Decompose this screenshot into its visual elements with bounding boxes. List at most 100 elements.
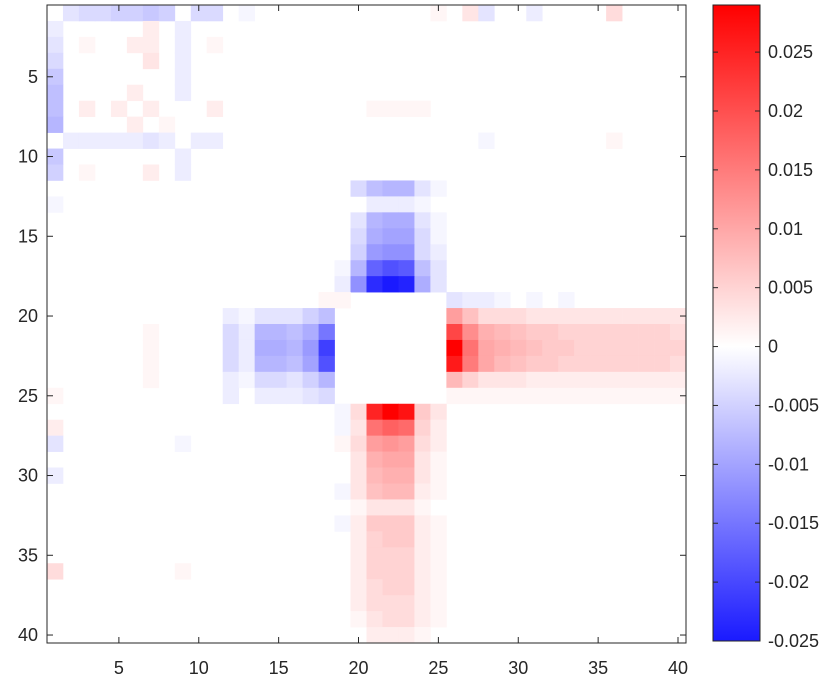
heatmap-cell [398, 547, 415, 564]
heatmap-cell [47, 84, 64, 102]
heatmap-cell [526, 339, 543, 357]
heatmap-cell [350, 276, 367, 293]
heatmap-cell [366, 100, 383, 117]
heatmap-cell [414, 547, 431, 564]
heatmap-cell [350, 483, 367, 500]
heatmap-cell [190, 5, 208, 22]
heatmap-cell [366, 611, 383, 628]
heatmap-cell [350, 547, 367, 564]
heatmap-cell [142, 324, 160, 341]
x-tick-label: 25 [428, 658, 448, 678]
heatmap-cell [318, 292, 335, 309]
heatmap-cell [430, 531, 447, 548]
heatmap-cell [366, 579, 383, 596]
heatmap-cell [382, 276, 399, 293]
heatmap-cell [494, 371, 511, 389]
heatmap-cell [670, 308, 687, 325]
heatmap-cell [494, 324, 511, 341]
heatmap-cell [414, 483, 431, 500]
heatmap-cell [670, 324, 687, 341]
heatmap-cell [542, 387, 559, 405]
heatmap-cell [654, 355, 671, 373]
heatmap-cell [366, 595, 383, 612]
heatmap-cell [382, 435, 399, 452]
heatmap-cell [398, 435, 415, 452]
heatmap-cell [366, 627, 383, 644]
heatmap-cell [62, 5, 80, 22]
heatmap-cell [286, 371, 303, 389]
heatmap-cell [206, 132, 224, 149]
heatmap-cell [350, 180, 367, 197]
heatmap-cell [414, 260, 431, 277]
heatmap-cell [542, 324, 559, 341]
heatmap-cell [238, 324, 256, 341]
heatmap-cell [622, 371, 639, 389]
heatmap-cell [142, 371, 160, 389]
heatmap-cell [222, 324, 240, 341]
heatmap-cell [158, 116, 176, 133]
heatmap-cell [366, 515, 383, 532]
heatmap-cell [286, 355, 303, 373]
heatmap-cell [222, 308, 240, 325]
heatmap-cell [350, 419, 367, 436]
heatmap-cell [526, 387, 543, 405]
heatmap-cell [382, 627, 399, 644]
heatmap-cell [414, 244, 431, 261]
colorbar-tick-label: 0.015 [768, 160, 813, 180]
heatmap-cell [510, 324, 527, 341]
heatmap-cell [606, 132, 623, 149]
heatmap-cell [478, 308, 495, 325]
heatmap-cell [590, 387, 607, 405]
heatmap-cell [110, 132, 128, 149]
heatmap-cell [382, 579, 399, 596]
heatmap-cell [414, 627, 431, 644]
heatmap-cell [430, 212, 447, 229]
y-tick-label: 25 [18, 386, 38, 406]
heatmap-cell [414, 196, 431, 213]
heatmap-cell [494, 355, 511, 373]
heatmap-cell [110, 5, 128, 22]
heatmap-cell [142, 100, 160, 117]
colorbar-tick-label: -0.025 [768, 631, 819, 651]
heatmap-cell [430, 435, 447, 452]
heatmap-cell [142, 52, 160, 70]
heatmap-cell [47, 116, 64, 133]
heatmap-cell [398, 228, 415, 245]
x-tick-label: 30 [508, 658, 528, 678]
heatmap-cell [430, 547, 447, 564]
colorbar-tick-label: -0.005 [768, 395, 819, 415]
heatmap-cell [590, 371, 607, 389]
heatmap-cell [270, 387, 287, 405]
heatmap-cell [302, 324, 319, 341]
heatmap-cell [286, 308, 303, 325]
heatmap-cell [446, 324, 463, 341]
heatmap-cell [494, 339, 511, 357]
heatmap-cell [366, 547, 383, 564]
heatmap-cell [430, 180, 447, 197]
heatmap-cell [142, 20, 160, 38]
heatmap-cell [286, 387, 303, 405]
heatmap-cell [142, 5, 160, 22]
heatmap-cell [174, 563, 192, 580]
heatmap-cell [94, 132, 112, 149]
heatmap-cell [350, 403, 367, 421]
heatmap-cell [638, 339, 655, 357]
heatmap-cell [302, 387, 319, 405]
heatmap-cell [142, 164, 160, 181]
heatmap-cell [47, 435, 64, 452]
heatmap-cell [398, 611, 415, 628]
heatmap-cell [302, 355, 319, 373]
heatmap-cell [542, 339, 559, 357]
heatmap-cell [398, 531, 415, 548]
heatmap-cell [47, 164, 64, 181]
heatmap-cell [318, 387, 335, 405]
heatmap-cell [398, 483, 415, 500]
heatmap-cell [318, 308, 335, 325]
heatmap-cell [382, 180, 399, 197]
heatmap-cell [350, 467, 367, 484]
heatmap-cell [158, 5, 176, 22]
heatmap-cell [366, 419, 383, 436]
heatmap-cell [382, 244, 399, 261]
heatmap-cell [462, 355, 479, 373]
heatmap-cell [446, 387, 463, 405]
